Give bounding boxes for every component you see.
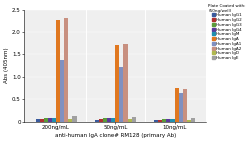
Bar xyxy=(128,119,132,122)
Bar xyxy=(99,119,103,122)
Bar xyxy=(170,119,174,122)
X-axis label: anti-human IgA clone# RM128 (primary Ab): anti-human IgA clone# RM128 (primary Ab) xyxy=(55,133,176,138)
Bar xyxy=(111,118,115,122)
Bar xyxy=(132,117,136,122)
Bar xyxy=(103,118,107,122)
Bar xyxy=(183,89,187,122)
Bar xyxy=(40,119,44,122)
Bar xyxy=(107,118,111,122)
Bar xyxy=(52,118,56,122)
Bar xyxy=(124,44,128,122)
Bar xyxy=(120,67,124,122)
Bar xyxy=(115,45,119,122)
Legend: Human IgG1, Human IgG2, Human IgG3, Human IgG4, Human IgM, Human IgA, Human IgA1: Human IgG1, Human IgG2, Human IgG3, Huma… xyxy=(208,4,246,60)
Bar xyxy=(178,93,183,122)
Bar xyxy=(95,120,99,122)
Bar xyxy=(72,116,76,122)
Bar xyxy=(64,18,68,122)
Bar xyxy=(68,119,72,122)
Bar xyxy=(158,120,162,122)
Bar xyxy=(174,88,178,122)
Bar xyxy=(162,119,166,122)
Bar xyxy=(166,119,170,122)
Bar xyxy=(187,120,191,122)
Bar xyxy=(36,119,40,122)
Bar xyxy=(56,20,60,122)
Bar xyxy=(154,120,158,122)
Y-axis label: Abs (405nm): Abs (405nm) xyxy=(4,48,9,83)
Bar xyxy=(60,60,64,122)
Bar xyxy=(191,118,195,122)
Bar xyxy=(44,118,48,122)
Bar xyxy=(48,118,52,122)
